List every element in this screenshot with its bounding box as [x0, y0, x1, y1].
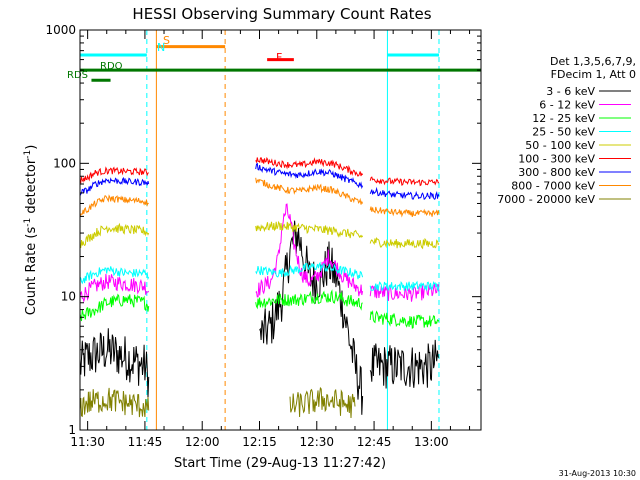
x-tick-label: 12:15	[242, 435, 277, 449]
x-tick-label: 12:30	[299, 435, 334, 449]
series-lines	[79, 156, 440, 419]
series-line	[79, 166, 149, 184]
series-line	[369, 310, 440, 329]
series-line	[255, 162, 364, 190]
x-tick-label: 11:30	[70, 435, 105, 449]
series-line	[369, 236, 440, 250]
y-tick-label: 10	[61, 290, 76, 304]
series-line	[369, 206, 440, 218]
series-line	[369, 280, 440, 292]
series-line	[79, 176, 150, 196]
legend-label: 3 - 6 keV	[546, 85, 595, 98]
series-line	[79, 273, 150, 303]
series-line	[79, 266, 150, 285]
y-tick-label: 1	[68, 423, 76, 437]
series-line	[255, 289, 363, 311]
annotation-bars	[80, 45, 481, 82]
x-tick-label: 11:45	[128, 435, 163, 449]
series-line	[255, 261, 364, 280]
series-line	[255, 156, 364, 177]
series-line	[79, 328, 150, 398]
night-label: N	[157, 41, 165, 54]
series-line	[79, 387, 150, 418]
legend-label: 50 - 100 keV	[525, 139, 595, 152]
saa-label: S	[163, 34, 170, 47]
series-line	[79, 194, 149, 217]
legend-label: 100 - 300 keV	[518, 153, 595, 166]
series-line	[79, 222, 150, 249]
y-axis-label: Count Rate (s-1 detector-1)	[23, 145, 39, 316]
plot-area: S N F RDO RDS 1 10 100 1000 11:30 11:45 12:00…	[45, 23, 482, 449]
flare-label: F	[276, 51, 282, 64]
chart-title: HESSI Observing Summary Count Rates	[132, 5, 431, 23]
x-tick-label: 13:00	[414, 435, 449, 449]
series-line	[255, 220, 364, 239]
legend-header-line-2: FDecim 1, Att 0	[551, 68, 636, 81]
legend-label: 12 - 25 keV	[532, 112, 595, 125]
legend: Det 1,3,5,6,7,9, FDecim 1, Att 0 3 - 6 k…	[497, 55, 636, 206]
legend-label: 6 - 12 keV	[539, 99, 595, 112]
x-tick-label: 12:00	[185, 435, 220, 449]
y-tick-label: 1000	[45, 23, 76, 37]
series-line	[369, 176, 440, 187]
x-tick-label: 12:45	[357, 435, 392, 449]
legend-label: 300 - 800 keV	[518, 166, 595, 179]
series-line	[369, 186, 440, 201]
series-line	[79, 293, 150, 322]
x-axis-label: Start Time (29-Aug-13 11:27:42)	[174, 456, 386, 471]
legend-label: 800 - 7000 keV	[511, 180, 595, 193]
series-line	[289, 386, 356, 419]
legend-label: 25 - 50 keV	[532, 126, 595, 139]
x-axis-ticks: 11:30 11:45 12:00 12:15 12:30 12:45 13:00	[70, 30, 471, 449]
legend-label: 7000 - 20000 keV	[497, 193, 595, 206]
series-line	[255, 177, 364, 205]
rd-lower-label: RDS	[67, 70, 88, 81]
y-tick-label: 100	[53, 156, 76, 170]
y-axis-ticks: 1 10 100 1000	[45, 23, 481, 437]
footer-timestamp: 31-Aug-2013 10:30	[559, 469, 636, 478]
legend-header-line-1: Det 1,3,5,6,7,9,	[550, 55, 636, 68]
series-line	[369, 339, 440, 389]
rd-upper-label: RDO	[100, 61, 123, 72]
plot-frame	[79, 29, 482, 431]
